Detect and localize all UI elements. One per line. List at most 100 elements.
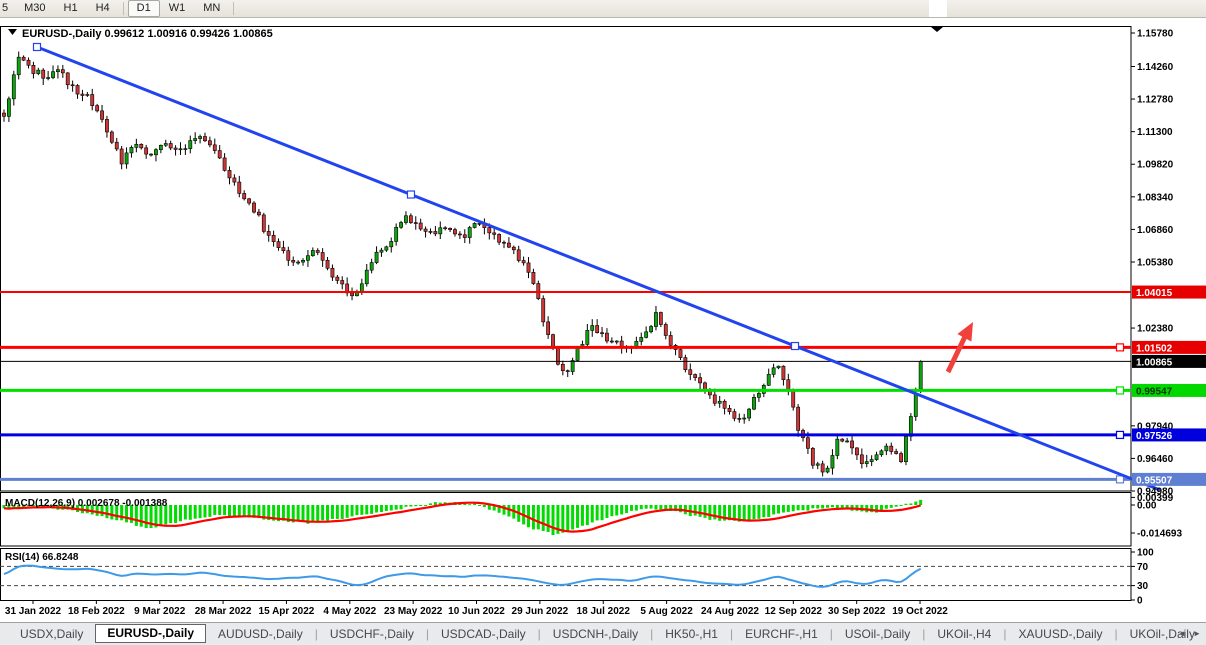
tab-hk50-h1[interactable]: HK50-,H1 (665, 627, 718, 641)
tab-divider: | (829, 627, 833, 641)
time-axis-label: 10 Jun 2022 (448, 606, 505, 617)
symbol-tabs: USDX,Daily EURUSD-,Daily AUDUSD-,Daily | USD… (0, 623, 1206, 645)
chart-canvas[interactable]: 1.15780 1.14260 1.12780 1.11300 1.09820 1.083… (0, 18, 1206, 622)
rsi-axis-label: 70 (1137, 562, 1149, 573)
price-tick-label: 1.02380 (1137, 324, 1174, 335)
timeframe-buttons: 5 M30 H1 H4 D1 W1 MN (0, 0, 238, 18)
tab-scroll-arrows: ◄ ► (1173, 629, 1201, 638)
price-tick-label: 1.15780 (1137, 29, 1174, 40)
toolbar-divider (122, 2, 124, 15)
toolbar-divider (233, 2, 235, 15)
time-axis-label: 19 Oct 2022 (892, 606, 948, 617)
time-axis-label: 31 Jan 2022 (5, 606, 62, 617)
time-axis[interactable]: 31 Jan 2022 18 Feb 2022 9 Mar 2022 28 Mar 2… (5, 600, 948, 618)
trendline-drag-handle[interactable] (406, 190, 416, 199)
price-badge (1132, 472, 1206, 486)
macd-axis-label: -0.014693 (1137, 528, 1182, 539)
timeframe-m30-button[interactable]: M30 (24, 2, 46, 14)
level-drag-handle[interactable] (1115, 386, 1125, 395)
time-axis-label: 18 Jul 2022 (577, 606, 631, 617)
chart-objects[interactable] (0, 42, 1161, 492)
price-badge-label: 1.00865 (1136, 357, 1173, 368)
tab-eurchf-h1[interactable]: EURCHF-,H1 (745, 627, 818, 641)
price-tick-label: 0.94980 (1137, 486, 1174, 497)
tab-usdchf-daily[interactable]: USDCHF-,Daily (329, 627, 414, 641)
macd-axis-label: 0.00399 (1137, 493, 1174, 504)
level-drag-handle[interactable] (1115, 475, 1125, 484)
chart-panes (0, 26, 1132, 601)
price-tick-label: 0.97940 (1137, 421, 1174, 432)
timeframe-w1-button[interactable]: W1 (168, 2, 186, 14)
time-axis-label: 23 May 2022 (384, 606, 443, 617)
timeframe-d1-button[interactable]: D1 (127, 0, 160, 17)
tab-eurusd-daily[interactable]: EURUSD-,Daily (95, 624, 207, 643)
time-axis-label: 12 Sep 2022 (765, 606, 823, 617)
price-badge (1132, 428, 1206, 442)
macd-signal-line (3, 501, 922, 533)
tab-ukoil-daily[interactable]: UKOil-,Daily (1129, 627, 1195, 641)
rsi-axis-label: 30 (1137, 581, 1149, 592)
rsi-line (3, 564, 922, 588)
price-tick-label: 1.11300 (1137, 127, 1173, 138)
price-tick-label: 1.12780 (1137, 95, 1174, 106)
price-badge-label: 0.99547 (1136, 386, 1173, 397)
toolbar-blank-button[interactable] (929, 0, 947, 17)
timeframe-h4-button[interactable]: H4 (95, 2, 110, 14)
timeframe-h1-button[interactable]: H1 (63, 2, 78, 14)
trendline-drag-handle[interactable] (790, 341, 800, 351)
tab-ukoil-h4[interactable]: UKOil-,H4 (937, 627, 992, 641)
tab-divider: | (1003, 627, 1007, 641)
time-axis-label: 15 Apr 2022 (259, 606, 315, 617)
rsi-axis-label: 0 (1137, 596, 1143, 607)
tab-xauusd-daily[interactable]: XAUUSD-,Daily (1018, 627, 1103, 641)
price-tick-label: 1.06860 (1137, 225, 1174, 236)
descending-trendline[interactable] (36, 45, 1161, 492)
time-axis-label: 24 Aug 2022 (701, 606, 759, 617)
tab-divider: | (922, 627, 926, 641)
tab-divider: | (537, 627, 541, 641)
price-tick-label: 1.08340 (1137, 192, 1174, 203)
price-badge (1132, 354, 1206, 368)
price-axis[interactable]: 1.15780 1.14260 1.12780 1.11300 1.09820 1.083… (1131, 29, 1206, 498)
price-badge (1132, 285, 1206, 299)
tab-usdcnh-daily[interactable]: USDCNH-,Daily (552, 627, 639, 641)
price-badge (1132, 383, 1206, 397)
tab-divider: | (314, 627, 318, 641)
price-tick-label: 1.14260 (1137, 62, 1174, 73)
chart-shift-marker-icon[interactable] (931, 27, 943, 32)
timeframe-5-button[interactable]: 5 (2, 2, 9, 14)
price-tick-label: 1.09820 (1137, 160, 1174, 171)
tab-divider: | (729, 627, 734, 641)
time-axis-label: 5 Aug 2022 (640, 606, 693, 617)
price-badge-label: 0.95507 (1136, 475, 1173, 486)
time-axis-label: 28 Mar 2022 (195, 606, 252, 617)
tab-audusd-daily[interactable]: AUDUSD-,Daily (218, 627, 303, 641)
rsi-pane-content: 100 70 30 0 (0, 548, 1154, 607)
price-badge-label: 1.01502 (1136, 343, 1173, 354)
price-badge (1132, 340, 1206, 354)
timeframe-mn-button[interactable]: MN (203, 2, 221, 14)
time-axis-label: 29 Jun 2022 (512, 606, 569, 617)
tab-usdx-daily[interactable]: USDX,Daily (20, 627, 84, 641)
price-tick-label: 0.96460 (1137, 454, 1174, 465)
red-arrow-annotation[interactable] (945, 322, 973, 374)
price-tick-label: 1.05380 (1137, 257, 1174, 268)
tab-usoil-daily[interactable]: USOil-,Daily (844, 627, 911, 641)
tabs-scroll-left-icon[interactable]: ◄ (1177, 629, 1186, 638)
level-drag-handle[interactable] (1115, 343, 1125, 352)
time-axis-label: 18 Feb 2022 (68, 606, 125, 617)
chart-title: EURUSD-,Daily 0.99612 1.00916 0.99426 1.… (22, 28, 273, 40)
tab-divider: | (1114, 627, 1118, 641)
macd-axis-label: 0.00 (1137, 501, 1157, 512)
tab-divider: | (650, 627, 654, 641)
trendline-drag-handle[interactable] (32, 42, 42, 52)
time-axis-label: 9 Mar 2022 (134, 606, 186, 617)
tabs-scroll-right-icon[interactable]: ► (1193, 629, 1201, 638)
chart-collapse-triangle-icon[interactable] (8, 29, 17, 35)
level-drag-handle[interactable] (1115, 430, 1125, 440)
price-badge-label: 1.04015 (1136, 288, 1173, 299)
tab-usdcad-daily[interactable]: USDCAD-,Daily (440, 627, 526, 641)
symbol-tab-bar: USDX,Daily EURUSD-,Daily AUDUSD-,Daily | USD… (0, 622, 1206, 645)
time-axis-label: 4 May 2022 (323, 606, 376, 617)
